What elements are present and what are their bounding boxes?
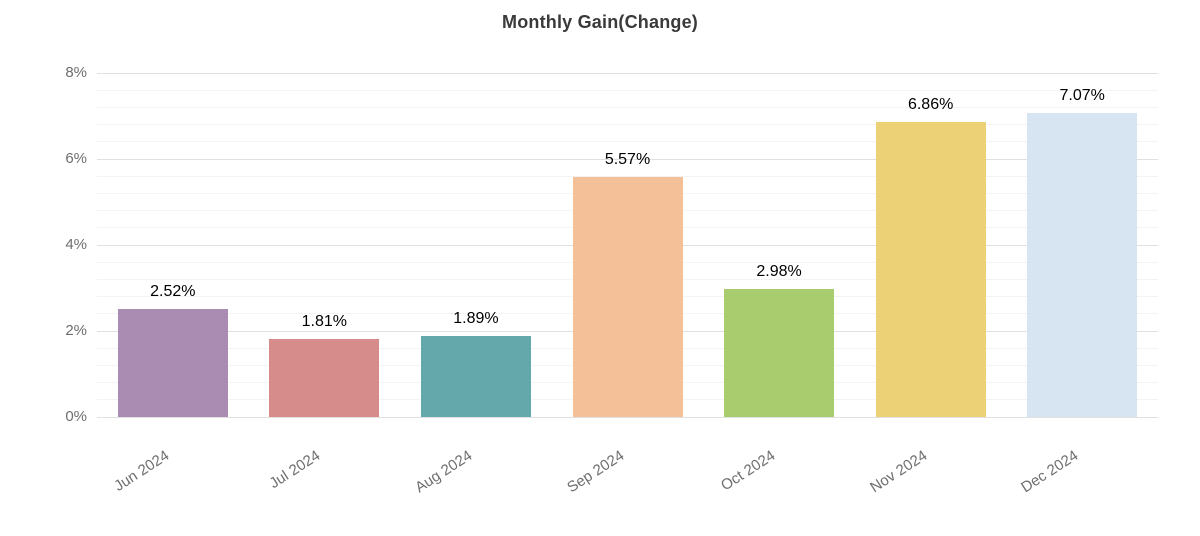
bar-value-label: 7.07%: [1059, 86, 1105, 104]
gridline-minor: [97, 124, 1158, 126]
x-tick-label: Sep 2024: [563, 447, 627, 497]
chart-title: Monthly Gain(Change): [502, 12, 698, 32]
bar-value-label: 6.86%: [907, 96, 954, 114]
y-tick-label: 6%: [65, 150, 87, 167]
x-tick-label: Aug 2024: [412, 447, 476, 497]
y-tick-label: 4%: [65, 236, 87, 253]
gridline-minor: [97, 141, 1158, 143]
y-tick-label: 2%: [65, 322, 87, 339]
bar[interactable]: [724, 288, 835, 417]
gridline-minor: [97, 89, 1158, 91]
bar[interactable]: [420, 335, 531, 417]
gridline-major: [97, 416, 1158, 418]
bar[interactable]: [875, 122, 986, 417]
gridline-major: [97, 72, 1158, 74]
x-tick-label: Nov 2024: [866, 447, 930, 497]
gridline-minor: [97, 175, 1158, 177]
bar-value-label: 1.81%: [301, 313, 348, 331]
x-tick-label: Jul 2024: [266, 447, 324, 493]
bar[interactable]: [572, 177, 683, 417]
bar-value-label: 5.57%: [604, 151, 651, 169]
bar-value-label: 2.52%: [150, 282, 196, 300]
y-tick-label: 0%: [65, 408, 87, 425]
x-tick-label: Jun 2024: [111, 447, 173, 495]
y-tick-label: 8%: [65, 64, 87, 81]
x-tick-label: Dec 2024: [1018, 447, 1082, 497]
bar[interactable]: [117, 308, 228, 417]
x-tick-label: Oct 2024: [718, 447, 779, 495]
gridline-major: [97, 158, 1158, 160]
bar[interactable]: [269, 339, 380, 417]
bar[interactable]: [1027, 112, 1138, 417]
bar-value-label: 2.98%: [756, 262, 802, 280]
gridline-minor: [97, 106, 1158, 108]
bar-value-label: 1.89%: [453, 309, 499, 327]
